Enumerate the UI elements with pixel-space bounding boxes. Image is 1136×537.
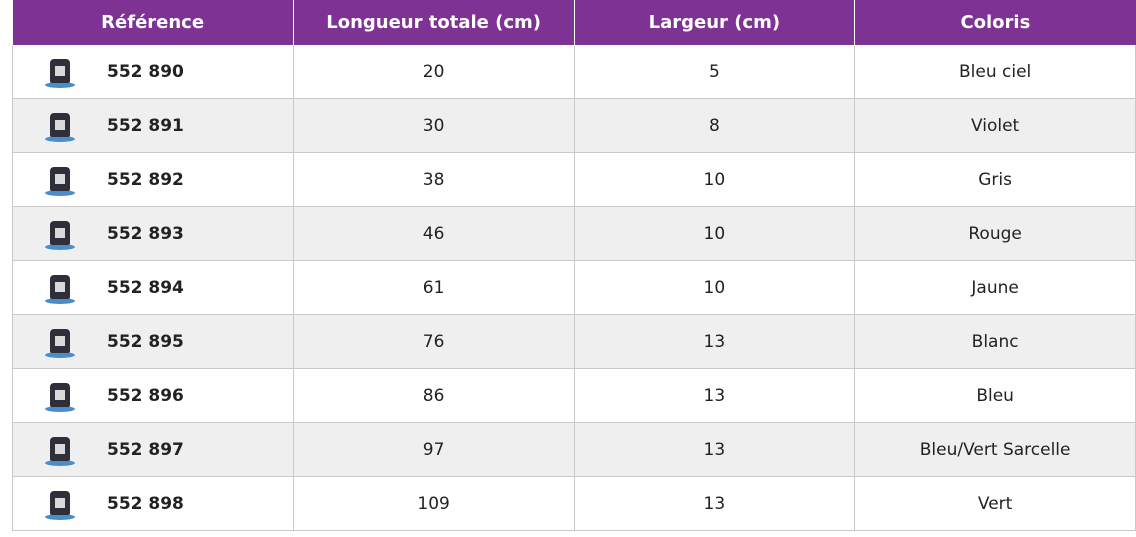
- table-cell: 8: [574, 99, 855, 153]
- table-cell: 13: [574, 315, 855, 369]
- cell-content: 552 896: [13, 379, 293, 413]
- table-cell: 46: [293, 207, 574, 261]
- table-cell: 5: [574, 45, 855, 99]
- table-cell: Violet: [855, 99, 1136, 153]
- table-cell: 10: [574, 207, 855, 261]
- icon-window: [55, 444, 65, 454]
- table-cell: Blanc: [855, 315, 1136, 369]
- reference-cell: 552 890: [13, 45, 294, 99]
- icon-window: [55, 390, 65, 400]
- reference-text: 552 898: [107, 494, 184, 514]
- reference-text: 552 895: [107, 332, 184, 352]
- table-cell: 61: [293, 261, 574, 315]
- cell-content: 552 898: [13, 487, 293, 521]
- table-cell: Gris: [855, 153, 1136, 207]
- table-cell: 76: [293, 315, 574, 369]
- reference-cell: 552 897: [13, 423, 294, 477]
- reference-text: 552 897: [107, 440, 184, 460]
- reference-cell: 552 893: [13, 207, 294, 261]
- header-cell: Longueur totale (cm): [293, 0, 574, 45]
- product-icon: [45, 325, 75, 359]
- product-icon: [45, 109, 75, 143]
- table-cell: 86: [293, 369, 574, 423]
- cell-content: 552 893: [13, 217, 293, 251]
- table-cell: 10: [574, 153, 855, 207]
- header-cell: Coloris: [855, 0, 1136, 45]
- reference-text: 552 893: [107, 224, 184, 244]
- table-cell: Jaune: [855, 261, 1136, 315]
- reference-cell: 552 892: [13, 153, 294, 207]
- product-icon: [45, 163, 75, 197]
- table-cell: 97: [293, 423, 574, 477]
- table-cell: 109: [293, 477, 574, 531]
- table-cell: Vert: [855, 477, 1136, 531]
- reference-text: 552 891: [107, 116, 184, 136]
- cell-content: 552 891: [13, 109, 293, 143]
- table-cell: Bleu ciel: [855, 45, 1136, 99]
- cell-content: 552 894: [13, 271, 293, 305]
- icon-window: [55, 174, 65, 184]
- table-cell: Bleu/Vert Sarcelle: [855, 423, 1136, 477]
- product-icon: [45, 487, 75, 521]
- cell-content: 552 897: [13, 433, 293, 467]
- table-cell: Rouge: [855, 207, 1136, 261]
- icon-window: [55, 336, 65, 346]
- reference-cell: 552 895: [13, 315, 294, 369]
- reference-cell: 552 898: [13, 477, 294, 531]
- header-cell: Largeur (cm): [574, 0, 855, 45]
- table-cell: 38: [293, 153, 574, 207]
- cell-content: 552 890: [13, 55, 293, 89]
- icon-window: [55, 228, 65, 238]
- product-icon: [45, 271, 75, 305]
- table-cell: 13: [574, 369, 855, 423]
- header-cell: Référence: [13, 0, 294, 45]
- product-icon: [45, 379, 75, 413]
- page: {"table": { "header": ["Référence", "Lon…: [0, 0, 1136, 537]
- reference-text: 552 892: [107, 170, 184, 190]
- product-icon: [45, 55, 75, 89]
- icon-window: [55, 282, 65, 292]
- table-cell: Bleu: [855, 369, 1136, 423]
- icon-window: [55, 498, 65, 508]
- reference-cell: 552 896: [13, 369, 294, 423]
- product-icon: [45, 433, 75, 467]
- reference-text: 552 890: [107, 62, 184, 82]
- reference-cell: 552 891: [13, 99, 294, 153]
- icon-window: [55, 66, 65, 76]
- product-icon: [45, 217, 75, 251]
- table-cell: 10: [574, 261, 855, 315]
- reference-text: 552 896: [107, 386, 184, 406]
- cell-content: 552 895: [13, 325, 293, 359]
- table-cell: 13: [574, 423, 855, 477]
- table-cell: 20: [293, 45, 574, 99]
- table-cell: 30: [293, 99, 574, 153]
- cell-content: 552 892: [13, 163, 293, 197]
- reference-cell: 552 894: [13, 261, 294, 315]
- reference-text: 552 894: [107, 278, 184, 298]
- table-cell: 13: [574, 477, 855, 531]
- icon-window: [55, 120, 65, 130]
